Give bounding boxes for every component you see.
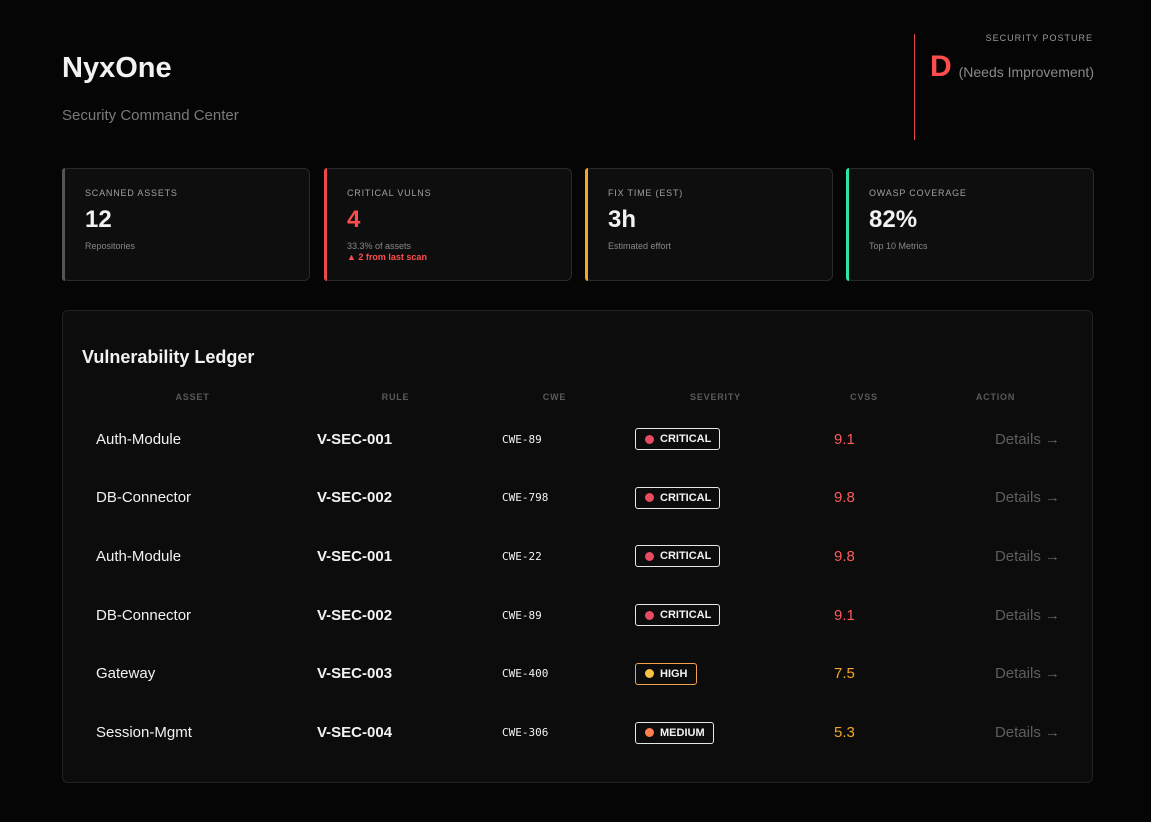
rule-cell: V-SEC-004 [317, 724, 393, 741]
cvss-cell: 9.8 [834, 489, 855, 507]
severity-dot [645, 493, 654, 503]
cvss-cell: 9.1 [834, 430, 855, 448]
severity-text: CRITICAL [660, 433, 712, 445]
severity-text: MEDIUM [660, 726, 705, 739]
stat-card: FIX TIME (EST) 3h Estimated effort [585, 168, 833, 281]
column-header: CWE [542, 392, 567, 402]
cwe-cell: CWE-22 [502, 549, 542, 563]
cvss-cell: 9.8 [834, 547, 855, 565]
ledger-header: ASSET RULE CWE SEVERITY CVSS ACTION [82, 392, 1073, 402]
stat-card: OWASP COVERAGE 82% Top 10 Metrics [846, 168, 1094, 281]
cvss-cell: 9.1 [834, 606, 855, 624]
cwe-cell: CWE-798 [502, 491, 549, 505]
cwe-cell: CWE-89 [502, 608, 542, 622]
severity-cell: CRITICAL [621, 545, 810, 568]
severity-cell: CRITICAL [621, 604, 810, 627]
stat-delta: ▲ 2 from last scan [347, 252, 427, 262]
details-link[interactable]: Details → [994, 547, 1060, 565]
posture-divider [914, 34, 915, 140]
rule-cell: V-SEC-002 [317, 489, 393, 507]
severity-badge: CRITICAL [635, 545, 721, 568]
rule-cell: V-SEC-001 [317, 430, 393, 448]
stat-sub: 33.3% of assets [347, 241, 412, 251]
posture-note: (Needs Improvement) [958, 64, 1094, 80]
ledger-row: Session-Mgmt V-SEC-004 CWE-306 MEDIUM 5.3 Det… [82, 718, 1073, 748]
severity-dot [645, 551, 654, 561]
ledger-row: Gateway V-SEC-003 CWE-400 HIGH 7.5 Details → [82, 659, 1073, 689]
asset-cell: DB-Connector [96, 606, 192, 624]
column-header: ACTION [975, 392, 1016, 402]
card-accent [62, 168, 65, 281]
stat-value: 4 [347, 206, 361, 233]
severity-badge: MEDIUM [635, 721, 714, 744]
severity-badge: CRITICAL [635, 486, 721, 509]
posture-label: SECURITY POSTURE [985, 33, 1093, 43]
stat-card: CRITICAL VULNS 4 33.3% of assets ▲ 2 from l… [324, 168, 572, 281]
severity-badge: HIGH [635, 662, 697, 685]
rule-cell: V-SEC-001 [317, 547, 393, 565]
severity-cell: CRITICAL [621, 428, 810, 450]
ledger-title: Vulnerability Ledger [82, 347, 255, 367]
stat-card: SCANNED ASSETS 12 Repositories [62, 168, 310, 281]
severity-text: CRITICAL [660, 609, 712, 622]
severity-badge: CRITICAL [635, 428, 721, 450]
ledger-panel: Vulnerability Ledger ASSET RULE CWE SEVERIT… [62, 310, 1093, 783]
stat-label: FIX TIME (EST) [608, 188, 684, 198]
severity-dot [645, 669, 654, 679]
asset-cell: Session-Mgmt [96, 724, 192, 741]
stat-sub: Top 10 Metrics [869, 241, 928, 251]
card-accent [846, 168, 849, 281]
posture-grade: D [930, 50, 952, 83]
severity-dot [645, 434, 654, 444]
stat-value: 3h [608, 206, 637, 233]
severity-text: CRITICAL [660, 550, 712, 563]
cwe-cell: CWE-400 [502, 667, 549, 681]
severity-text: CRITICAL [660, 491, 712, 504]
stat-value: 12 [85, 206, 112, 233]
ledger-row: DB-Connector V-SEC-002 CWE-798 CRITICAL 9.8 D… [82, 483, 1073, 513]
asset-cell: Auth-Module [96, 430, 182, 448]
severity-dot [645, 610, 654, 620]
column-header: ASSET [175, 392, 210, 402]
details-link[interactable]: Details → [994, 724, 1060, 741]
app-subtitle: Security Command Center [62, 107, 239, 124]
severity-cell: HIGH [621, 662, 810, 685]
cwe-cell: CWE-306 [502, 726, 549, 739]
app-title: NyxOne [62, 52, 172, 84]
severity-dot [645, 728, 654, 737]
severity-cell: CRITICAL [621, 486, 810, 509]
rule-cell: V-SEC-003 [317, 665, 393, 683]
stat-label: SCANNED ASSETS [85, 188, 178, 198]
details-link[interactable]: Details → [994, 665, 1060, 683]
stat-label: CRITICAL VULNS [347, 188, 432, 198]
severity-text: HIGH [660, 667, 688, 680]
severity-cell: MEDIUM [621, 721, 810, 744]
ledger-row: Auth-Module V-SEC-001 CWE-89 CRITICAL 9.1 Det… [82, 424, 1073, 454]
ledger-row: DB-Connector V-SEC-002 CWE-89 CRITICAL 9.1 De… [82, 600, 1073, 630]
stat-label: OWASP COVERAGE [869, 188, 967, 198]
ledger-row: Auth-Module V-SEC-001 CWE-22 CRITICAL 9.8 Det… [82, 541, 1073, 571]
card-accent [324, 168, 327, 281]
stat-sub: Estimated effort [608, 241, 671, 251]
details-link[interactable]: Details → [994, 489, 1060, 507]
stat-sub: Repositories [85, 241, 136, 251]
stat-value: 82% [869, 206, 918, 233]
column-header: CVSS [850, 392, 878, 402]
asset-cell: Gateway [96, 665, 156, 683]
card-accent [585, 168, 588, 281]
column-header: RULE [381, 392, 410, 402]
column-header: SEVERITY [690, 392, 741, 402]
rule-cell: V-SEC-002 [317, 606, 393, 624]
cwe-cell: CWE-89 [502, 432, 542, 446]
severity-badge: CRITICAL [635, 604, 721, 627]
details-link[interactable]: Details → [994, 430, 1060, 448]
asset-cell: Auth-Module [96, 547, 182, 565]
asset-cell: DB-Connector [96, 489, 192, 507]
cvss-cell: 5.3 [834, 724, 855, 741]
cvss-cell: 7.5 [834, 665, 855, 683]
details-link[interactable]: Details → [994, 606, 1060, 624]
